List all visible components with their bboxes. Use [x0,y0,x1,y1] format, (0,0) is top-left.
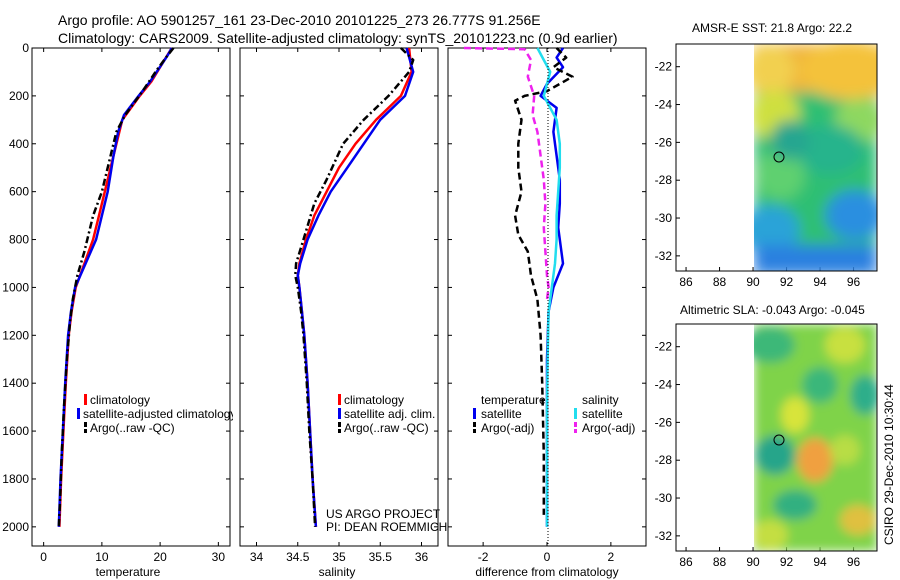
sla-map [675,323,878,552]
temperature-xlabel: temperature [96,565,161,579]
y-tick-label: 1000 [2,280,29,294]
salinity-xlabel: salinity [319,565,356,579]
map-y-tick-label: -28 [655,173,673,187]
x-tick-label: -2 [478,550,489,564]
y-tick-label: 1200 [2,328,29,342]
map-x-tick-label: 88 [713,275,727,289]
diff-legend-sal-satellite: satellite [582,407,623,421]
sal-legend-satellite: satellite adj. clim. [344,407,435,421]
map-x-tick-label: 96 [847,555,861,569]
map-y-tick-label: -24 [655,378,673,392]
temperature-legend: climatology satellite-adjusted climatolo… [77,393,236,435]
sst-argo-marker [773,151,785,163]
header-line-1: Argo profile: AO 5901257_161 23-Dec-2010… [58,12,541,28]
sal-legend-argo: Argo(..raw -QC) [344,421,429,435]
map-y-tick-label: -22 [655,60,673,74]
sla-argo-marker [773,434,785,446]
x-tick-label: 35 [332,550,346,564]
sal-legend-climatology: climatology [344,393,404,407]
y-tick-label: 1800 [2,472,29,486]
diff-legend-temp-argo: Argo(-adj) [481,421,534,435]
map-x-tick-label: 92 [780,555,794,569]
x-tick-label: 0 [544,550,551,564]
x-tick-label: 2 [608,550,615,564]
sla-map-title: Altimetric SLA: -0.043 Argo: -0.045 [680,303,865,317]
map-y-tick-label: -22 [655,340,673,354]
y-tick-label: 1400 [2,376,29,390]
y-tick-label: 200 [9,89,29,103]
y-tick-label: 600 [9,185,29,199]
series-salinity-argo-adj- [463,46,550,300]
y-tick-label: 0 [22,41,29,55]
map-y-tick-label: -26 [655,415,673,429]
diff-legend-sal-argo: Argo(-adj) [582,421,635,435]
map-x-tick-label: 92 [780,275,794,289]
y-tick-label: 800 [9,233,29,247]
series-argo-raw-qc- [294,47,415,527]
x-tick-label: 10 [95,550,109,564]
x-tick-label: 36 [415,550,429,564]
project-label: US ARGO PROJECT [326,507,441,521]
diff-legend-salinity-title: salinity [582,393,619,407]
map-y-tick-label: -28 [655,453,673,467]
map-y-tick-label: -26 [655,135,673,149]
map-x-tick-label: 96 [847,275,861,289]
map-x-tick-label: 94 [813,555,827,569]
series-argo-raw-qc- [57,47,175,527]
difference-xlabel: difference from climatology [475,565,618,579]
temp-legend-climatology: climatology [90,393,150,407]
map-x-tick-label: 86 [679,555,693,569]
map-x-tick-label: 90 [746,555,760,569]
series-climatology [296,47,413,527]
header-line-2: Climatology: CARS2009. Satellite-adjuste… [58,30,618,46]
pi-label: PI: DEAN ROEMMICH [326,520,447,534]
map-y-tick-label: -24 [655,98,673,112]
y-tick-label: 400 [9,137,29,151]
map-x-tick-label: 90 [746,275,760,289]
map-y-tick-label: -32 [655,249,673,263]
map-x-tick-label: 86 [679,275,693,289]
difference-legend: temperature salinity satellite Argo(-adj… [473,393,635,435]
series-salinity-satellite [536,47,562,527]
map-y-tick-label: -30 [655,491,673,505]
map-x-tick-label: 94 [813,275,827,289]
salinity-axes [239,47,439,547]
map-x-tick-label: 88 [713,555,727,569]
series-satellite-adjusted-climatology [57,47,173,527]
sst-map-title: AMSR-E SST: 21.8 Argo: 22.2 [692,21,852,35]
x-tick-label: 0 [40,550,47,564]
sst-map [675,43,878,272]
series-temperature-argo-adj- [513,47,574,515]
y-tick-label: 1600 [2,424,29,438]
credit-label: CSIRO 29-Dec-2010 10:30:44 [882,384,896,545]
salinity-legend: climatology satellite adj. clim. Argo(..… [338,393,435,435]
x-tick-label: 30 [212,550,226,564]
temp-legend-argo: Argo(..raw -QC) [90,421,175,435]
temperature-axes [31,47,231,547]
map-y-tick-label: -32 [655,529,673,543]
x-tick-label: 34 [250,550,264,564]
x-tick-label: 20 [153,550,167,564]
x-tick-label: 35.5 [369,550,393,564]
temp-legend-satellite: satellite-adjusted climatology [83,407,236,421]
map-y-tick-label: -30 [655,211,673,225]
series-satellite-adj-clim- [296,47,415,527]
diff-legend-temperature-title: temperature [481,393,546,407]
diff-legend-temp-satellite: satellite [481,407,522,421]
x-tick-label: 34.5 [286,550,310,564]
y-tick-label: 2000 [2,520,29,534]
